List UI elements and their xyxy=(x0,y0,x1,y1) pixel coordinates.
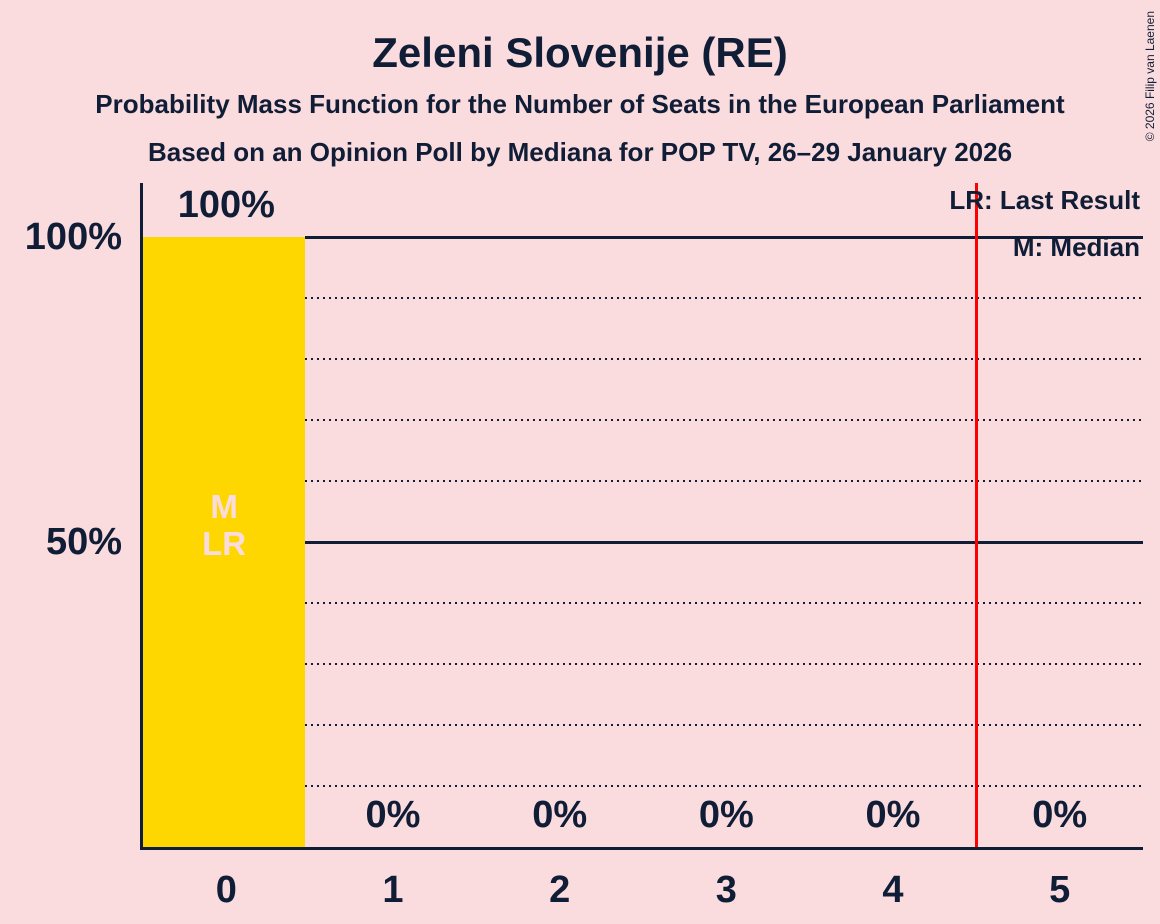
bar-value-label-5: 0% xyxy=(1032,794,1088,836)
gridline-60 xyxy=(305,480,1143,482)
copyright-text: © 2026 Filip van Laenen xyxy=(1143,11,1157,142)
gridline-70 xyxy=(305,419,1143,421)
y-axis-tick-100: 100% xyxy=(24,216,122,258)
y-axis-tick-50: 50% xyxy=(45,521,122,563)
x-axis-tick-1: 1 xyxy=(382,869,404,911)
gridline-30 xyxy=(305,663,1143,665)
x-axis-tick-3: 3 xyxy=(715,869,737,911)
chart-subtitle-poll: Based on an Opinion Poll by Mediana for … xyxy=(147,137,1013,167)
x-axis-tick-0: 0 xyxy=(215,869,237,911)
marker-line: LR xyxy=(202,525,247,562)
bar-value-label-1: 0% xyxy=(365,794,421,836)
gridline-90 xyxy=(305,297,1143,299)
x-axis-tick-5: 5 xyxy=(1049,869,1071,911)
bar-value-label-4: 0% xyxy=(865,794,921,836)
gridline-20 xyxy=(305,724,1143,726)
gridline-40 xyxy=(305,602,1143,604)
x-axis-tick-4: 4 xyxy=(882,869,904,911)
bar-value-label-2: 0% xyxy=(532,794,588,836)
bar-value-label-0: 100% xyxy=(177,184,275,226)
legend-median: M: Median xyxy=(1012,232,1140,262)
threshold-line xyxy=(974,183,978,847)
bar-value-label-3: 0% xyxy=(698,794,754,836)
plot-area: M LR 100% 0 0% 1 0% 2 0% 3 0% 4 0% 5 xyxy=(140,183,1143,910)
marker-line: M xyxy=(210,488,238,525)
chart-subtitle: Probability Mass Function for the Number… xyxy=(95,89,1065,119)
legend-last-result: LR: Last Result xyxy=(949,185,1140,215)
gridline-80 xyxy=(305,358,1143,360)
bar-seats-0: M LR xyxy=(143,237,306,847)
gridline-50 xyxy=(305,540,1143,544)
chart-title: Zeleni Slovenije (RE) xyxy=(372,29,788,76)
median-last-result-marker: M LR xyxy=(143,488,305,562)
gridline-100 xyxy=(305,235,1143,239)
gridline-10 xyxy=(305,785,1143,787)
x-axis-tick-2: 2 xyxy=(549,869,571,911)
